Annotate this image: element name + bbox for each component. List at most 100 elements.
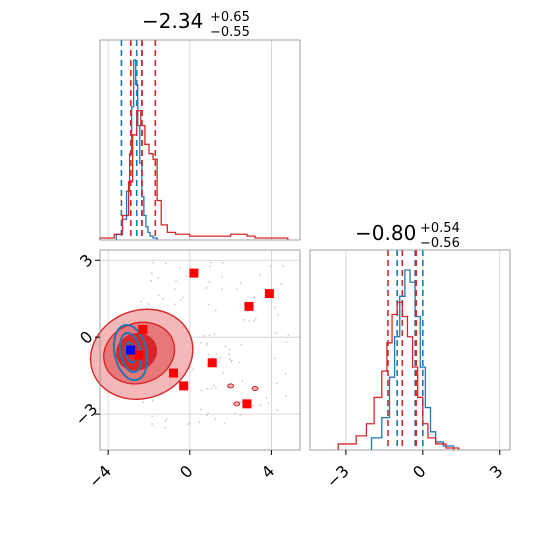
scatter-dot [142, 401, 145, 403]
hist1-step-red [99, 109, 289, 240]
scatter-dot [221, 275, 223, 278]
red-density-blob-1 [251, 385, 259, 391]
red-marker-3 [138, 324, 148, 334]
scatter-dot [253, 320, 255, 322]
scatter-dot [164, 262, 167, 265]
hist2-xtick-label-0: −3 [323, 461, 353, 491]
scatter-dot [205, 344, 208, 346]
scatter-dot [208, 265, 211, 268]
scatter-dot [150, 272, 153, 275]
scatter-dot [175, 279, 177, 282]
red-density-blob-2 [227, 383, 235, 389]
scatter-dot [200, 341, 202, 344]
joint-xtick-label-2: 4 [258, 461, 279, 482]
scatter-dot [207, 303, 210, 306]
histogram-param1-panel [99, 39, 301, 241]
scatter-dot [200, 408, 203, 411]
scatter-dot [276, 409, 279, 411]
scatter-dot [208, 281, 211, 284]
scatter-dot [186, 423, 189, 425]
scatter-dot [273, 306, 276, 309]
title-param2-minus: −0.56 [420, 236, 460, 251]
scatter-dot [182, 296, 184, 299]
scatter-dot [220, 288, 223, 290]
scatter-dot [275, 332, 278, 334]
scatter-dot [213, 333, 216, 335]
histogram-param1-frame [99, 39, 301, 241]
scatter-dot [285, 341, 288, 343]
scatter-dot [234, 412, 236, 415]
title-param1-plus: +0.65 [210, 10, 250, 25]
hist2-xtick-label-1: 0 [409, 461, 430, 482]
red-marker-4 [134, 350, 144, 360]
scatter-dot [239, 281, 242, 284]
scatter-dot [207, 353, 210, 356]
scatter-dot [259, 404, 262, 406]
scatter-dot [243, 319, 245, 321]
scatter-dot [254, 318, 257, 320]
scatter-dot [212, 385, 215, 387]
scatter-dot [252, 404, 255, 407]
scatter-dot [239, 414, 241, 416]
scatter-dot [152, 261, 154, 264]
scatter-dot [222, 261, 224, 264]
scatter-dot [210, 261, 212, 264]
scatter-dot [210, 387, 213, 390]
title-param2-plus: +0.54 [420, 221, 460, 236]
scatter-dot [162, 298, 164, 300]
scatter-dot [165, 418, 168, 421]
scatter-dot [285, 395, 287, 397]
title-param2-median: −0.80 [355, 221, 416, 245]
scatter-dot [267, 402, 270, 405]
hist2-step-blue [370, 269, 455, 450]
scatter-dot [206, 414, 208, 416]
scatter-dot [140, 300, 142, 303]
scatter-dot [157, 294, 160, 297]
histogram-param2-panel: −3 0 3 [309, 249, 511, 492]
joint-ytick-label-0: 3 [76, 250, 97, 271]
title-param1-minus: −0.55 [210, 25, 250, 40]
scatter-dot [202, 335, 205, 337]
histogram-param2-frame [309, 249, 511, 451]
scatter-dot [235, 288, 238, 291]
scatter-dot [215, 387, 217, 390]
scatter-dot [241, 380, 244, 382]
scatter-dot [253, 296, 256, 299]
scatter-dot [151, 399, 154, 402]
title-param2: −0.80 +0.54 −0.56 [355, 221, 460, 251]
joint-scatter-frame [99, 249, 301, 451]
scatter-dot [185, 275, 188, 278]
red-marker-5 [168, 368, 178, 378]
scatter-dot [228, 348, 231, 351]
scatter-dot [238, 361, 241, 364]
scatter-dot [222, 371, 225, 374]
blue-marker-0 [126, 345, 136, 355]
red-marker-1 [264, 289, 274, 299]
scatter-dot [224, 345, 227, 348]
scatter-dot [228, 353, 230, 355]
scatter-dot [241, 400, 244, 403]
scatter-dot [282, 265, 285, 267]
scatter-dot [189, 422, 191, 424]
scatter-dot [219, 356, 222, 359]
scatter-dot [223, 422, 226, 425]
scatter-dot [208, 334, 211, 337]
scatter-dot [173, 288, 176, 290]
scatter-dot [277, 313, 280, 316]
red-marker-0 [189, 268, 199, 278]
scatter-dot [206, 364, 208, 366]
scatter-dot [164, 420, 167, 423]
scatter-dot [163, 426, 166, 429]
scatter-dot [180, 299, 182, 301]
scatter-dot [206, 388, 209, 390]
red-marker-2 [244, 301, 254, 311]
blue-density-level-1 [118, 331, 143, 374]
scatter-dot [270, 265, 272, 268]
scatter-dot [215, 352, 218, 355]
scatter-dot [280, 283, 283, 286]
scatter-dot [179, 267, 182, 270]
scatter-dot [231, 359, 233, 362]
joint-ytick-label-2: −3 [71, 399, 101, 429]
red-marker-6 [207, 358, 217, 368]
